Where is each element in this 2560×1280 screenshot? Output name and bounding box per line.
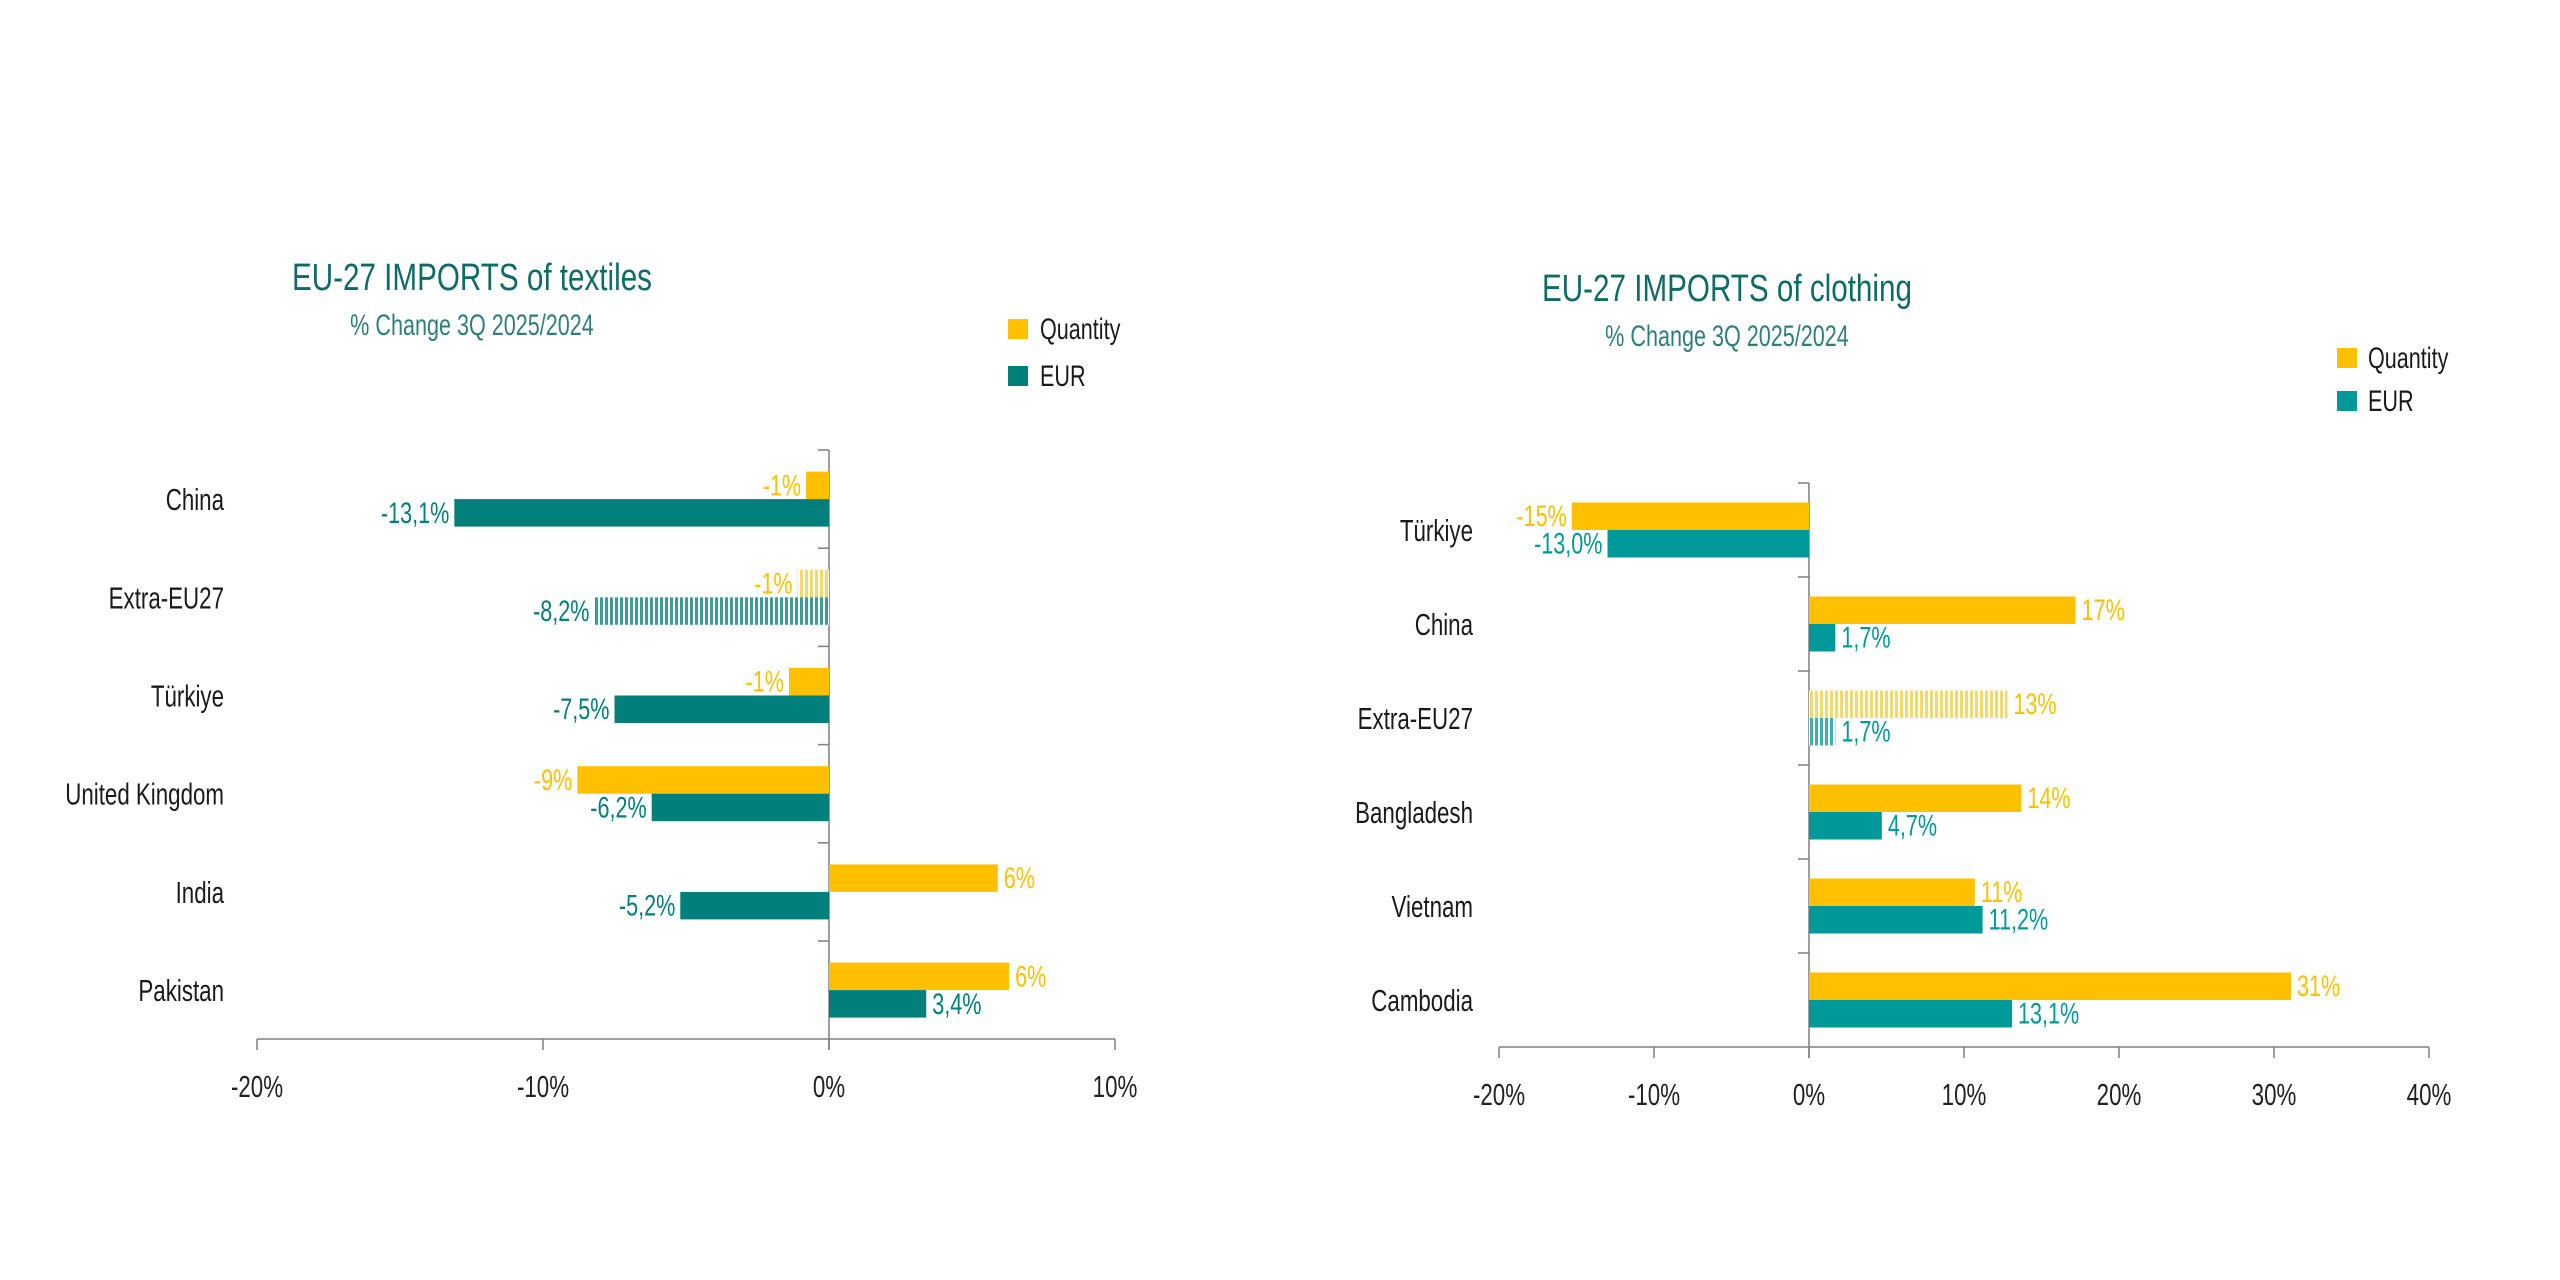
bar-eur [594, 597, 829, 625]
chart-textiles: EU-27 IMPORTS of textiles % Change 3Q 20… [65, 257, 1137, 1104]
x-tick-label: -10% [1628, 1077, 1680, 1111]
x-tick-label: 10% [1942, 1077, 1987, 1111]
bar-eur [1809, 624, 1836, 652]
data-label: 13,1% [2018, 996, 2079, 1030]
bar-quantity [1809, 596, 2076, 624]
plot-area: -20% -10% 0% 10% China -1% -13,1% Extra-EU27 -1%… [65, 449, 1138, 1104]
x-tick-label: 10% [1093, 1069, 1138, 1103]
data-label: -15% [1516, 499, 1566, 533]
bar-quantity [1809, 784, 2022, 812]
bar-quantity [577, 766, 829, 794]
data-label: -1% [746, 664, 784, 698]
data-label: 31% [2297, 969, 2340, 1003]
data-label: 1,7% [1841, 714, 1890, 748]
category-label: Türkiye [1400, 513, 1473, 547]
data-label: -1% [754, 566, 792, 600]
category-label: Pakistan [138, 974, 224, 1008]
legend-swatch-eur [2337, 391, 2357, 411]
category-label: Türkiye [151, 679, 224, 713]
x-tick-label: 20% [2097, 1077, 2142, 1111]
x-tick-label: -20% [231, 1069, 283, 1103]
data-label: -7,5% [553, 692, 609, 726]
x-tick-label: -20% [1473, 1077, 1525, 1111]
data-label: 13% [2013, 687, 2056, 721]
bar-eur [454, 499, 829, 527]
bar-eur [1809, 718, 1836, 746]
bar-quantity [1571, 502, 1809, 530]
data-label: -1% [763, 468, 801, 502]
chart-title: EU-27 IMPORTS of textiles [292, 257, 652, 299]
x-tick-label: 0% [813, 1069, 845, 1103]
data-label: 1,7% [1841, 620, 1890, 654]
x-tick-label: -10% [517, 1069, 569, 1103]
bar-eur [680, 891, 829, 920]
x-tick-label: 40% [2407, 1077, 2452, 1111]
data-label: -6,2% [590, 790, 646, 824]
category-label: Cambodia [1371, 983, 1474, 1017]
legend-label-quantity: Quantity [2368, 340, 2449, 374]
data-label: 11,2% [1989, 902, 2049, 936]
bar-eur [829, 990, 927, 1018]
chart-title: EU-27 IMPORTS of clothing [1542, 268, 1912, 310]
category-label: United Kingdom [65, 777, 224, 811]
category-label: Bangladesh [1355, 795, 1473, 829]
bar-quantity [806, 471, 829, 500]
bar-eur [614, 695, 829, 723]
bar-quantity [788, 668, 829, 696]
legend: Quantity EUR [2337, 340, 2449, 418]
data-label: 6% [1004, 861, 1035, 895]
bar-quantity [1809, 972, 2292, 1000]
category-label: China [1415, 607, 1474, 641]
category-label: India [176, 875, 225, 909]
x-tick-label: 0% [1793, 1077, 1825, 1111]
data-label: 3,4% [932, 986, 981, 1020]
chart-subtitle: % Change 3Q 2025/2024 [1605, 318, 1849, 352]
legend-label-eur: EUR [2368, 383, 2414, 417]
plot-area: -20% -10% 0% 10% 20% 30% 40% Türkiye -15%-13,0% C… [1355, 482, 2452, 1112]
bar-eur [1809, 906, 1983, 934]
legend-label-eur: EUR [1040, 358, 1086, 392]
data-label: 11% [1981, 875, 2023, 909]
data-label: 17% [2082, 593, 2125, 627]
bar-eur [1809, 1000, 2013, 1028]
category-label: China [166, 483, 225, 517]
bar-eur [1809, 812, 1882, 840]
data-label: 6% [1015, 959, 1046, 993]
bar-quantity [829, 864, 998, 892]
bar-eur [1607, 530, 1809, 558]
data-label: -13,1% [381, 495, 449, 529]
chart-subtitle: % Change 3Q 2025/2024 [350, 307, 594, 341]
legend: Quantity EUR [1008, 311, 1121, 393]
legend-label-quantity: Quantity [1040, 311, 1121, 345]
category-label: Extra-EU27 [109, 581, 224, 615]
bar-quantity [829, 962, 1010, 991]
legend-swatch-quantity [1008, 319, 1028, 339]
legend-swatch-quantity [2337, 348, 2357, 368]
x-tick-label: 30% [2252, 1077, 2297, 1111]
bar-quantity [1809, 690, 2008, 718]
bar-quantity [797, 569, 829, 598]
data-label: -13,0% [1534, 526, 1602, 560]
data-label: -5,2% [619, 888, 675, 922]
category-label: Vietnam [1392, 889, 1473, 923]
bar-eur [651, 793, 829, 822]
data-label: -8,2% [533, 594, 589, 628]
legend-swatch-eur [1008, 366, 1028, 386]
data-label: 4,7% [1888, 808, 1937, 842]
category-label: Extra-EU27 [1358, 701, 1473, 735]
chart-clothing: EU-27 IMPORTS of clothing % Change 3Q 20… [1355, 268, 2451, 1112]
data-label: -9% [534, 762, 572, 796]
bar-quantity [1809, 878, 1975, 906]
data-label: 14% [2027, 781, 2070, 815]
